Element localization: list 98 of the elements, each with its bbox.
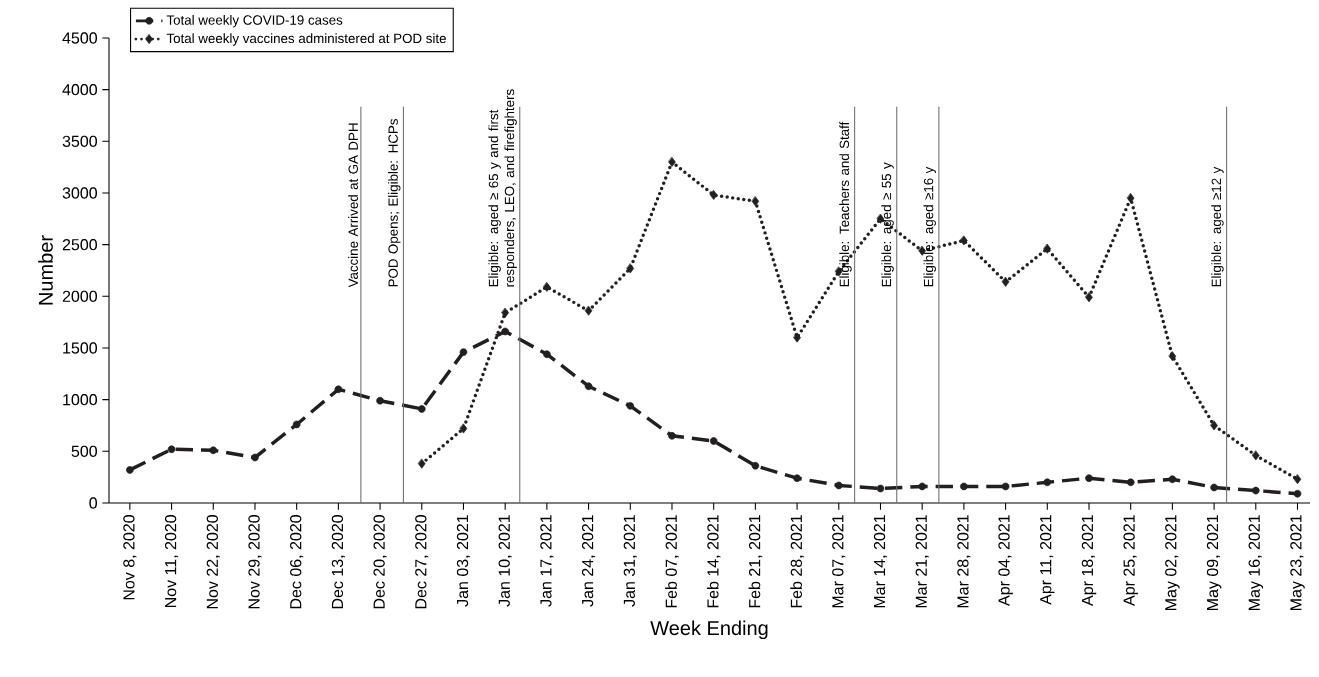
x-tick-label: Dec 20, 2020 xyxy=(373,515,387,609)
point xyxy=(501,307,509,318)
x-tick-label: Feb 14, 2021 xyxy=(706,515,721,608)
x-tick-label: Jan 17, 2021 xyxy=(540,515,554,607)
point xyxy=(1251,486,1260,495)
point xyxy=(1126,193,1135,204)
y-tick-label: 2000 xyxy=(62,290,98,302)
point xyxy=(417,405,426,413)
y-tick-label: 3000 xyxy=(62,187,98,199)
x-tick-label: Mar 21, 2021 xyxy=(915,515,929,608)
x-tick-label: May 02, 2021 xyxy=(1165,515,1180,610)
point xyxy=(1252,450,1260,461)
x-tick-label: Feb 28, 2021 xyxy=(790,515,804,608)
point xyxy=(209,446,218,455)
x-tick-label: Feb 21, 2021 xyxy=(748,515,763,608)
point xyxy=(709,437,718,445)
x-tick-label: May 09, 2021 xyxy=(1206,515,1222,610)
point xyxy=(543,350,551,358)
annotation: POD Opens; Eligible: HCPs xyxy=(388,118,401,287)
point xyxy=(876,484,885,493)
point xyxy=(1293,489,1302,498)
annotation: Eligible: Teachers and Staff xyxy=(839,121,852,287)
y-tick-label: 1000 xyxy=(63,394,98,406)
point xyxy=(418,458,426,469)
x-tick-label: Dec 06, 2020 xyxy=(290,515,304,609)
point xyxy=(334,385,343,394)
point xyxy=(1126,478,1135,487)
point xyxy=(1210,420,1218,431)
point xyxy=(668,432,676,440)
x-tick-label: Dec 27, 2020 xyxy=(415,515,429,609)
x-tick-label: May 16, 2021 xyxy=(1248,515,1264,610)
point xyxy=(1210,483,1218,492)
x-tick-label: Jan 03, 2021 xyxy=(456,515,471,607)
point xyxy=(167,445,176,454)
x-tick-label: May 23, 2021 xyxy=(1290,515,1305,610)
x-axis-title: Week Ending xyxy=(650,620,768,640)
annotation: Eligible: aged ≥ 55 y xyxy=(881,162,894,287)
y-tick-label: 4500 xyxy=(62,32,98,44)
point xyxy=(960,235,968,246)
x-tick-label: Nov 11, 2020 xyxy=(164,515,179,608)
point xyxy=(1085,292,1093,303)
point xyxy=(960,482,968,491)
point xyxy=(251,453,259,462)
x-tick-label: Jan 31, 2021 xyxy=(623,515,637,607)
point xyxy=(543,282,551,292)
y-tick-label: 0 xyxy=(89,497,98,509)
y-tick-label: 4000 xyxy=(62,84,98,96)
y-tick-label: 3500 xyxy=(62,135,98,147)
y-tick-label: 1500 xyxy=(63,342,98,354)
x-tick-label: Dec 13, 2020 xyxy=(331,515,345,609)
x-tick-label: Mar 14, 2021 xyxy=(873,515,888,608)
point xyxy=(459,423,468,434)
point xyxy=(459,348,468,356)
x-tick-label: Apr 25, 2021 xyxy=(1123,515,1138,606)
x-tick-label: Nov 29, 2020 xyxy=(248,515,262,609)
point xyxy=(1168,475,1177,484)
point xyxy=(1085,474,1093,482)
point xyxy=(1043,478,1052,487)
point xyxy=(584,305,593,316)
legend-label: Total weekly vaccines administered at POD site xyxy=(166,33,446,46)
annotation: Eligible: aged ≥ 65 y and first responders, LEO, and firefighters xyxy=(488,89,517,287)
x-tick-label: Apr 04, 2021 xyxy=(998,515,1013,606)
point xyxy=(668,157,676,167)
point xyxy=(918,482,926,491)
y-axis-title: Number xyxy=(38,235,53,305)
point xyxy=(1168,351,1177,362)
x-tick-label: Feb 07, 2021 xyxy=(665,515,679,608)
y-tick-label: 2500 xyxy=(62,239,98,251)
point xyxy=(1001,482,1010,491)
x-tick-label: Apr 11, 2021 xyxy=(1040,515,1055,605)
x-tick-label: Nov 8, 2020 xyxy=(123,515,137,600)
x-tick-label: Apr 18, 2021 xyxy=(1081,515,1097,606)
point xyxy=(584,382,593,391)
point xyxy=(626,263,635,274)
annotation: Eligible: aged ≥12 y xyxy=(1211,166,1224,287)
point xyxy=(751,461,760,470)
x-tick-label: Jan 10, 2021 xyxy=(498,515,512,607)
point xyxy=(292,420,301,429)
y-tick-label: 500 xyxy=(71,445,98,457)
annotation: Vaccine Arrived at GA DPH xyxy=(348,123,358,288)
point xyxy=(834,481,843,490)
point xyxy=(1043,243,1052,254)
x-tick-label: Nov 22, 2020 xyxy=(206,515,220,609)
point xyxy=(1001,276,1010,287)
annotation: Eligible: aged ≥16 y xyxy=(923,166,936,287)
point xyxy=(751,196,760,207)
point xyxy=(793,474,801,482)
point xyxy=(501,327,509,336)
point xyxy=(626,402,635,410)
point xyxy=(376,396,384,405)
x-tick-label: Mar 07, 2021 xyxy=(832,515,846,608)
point xyxy=(793,332,801,343)
x-tick-label: Mar 28, 2021 xyxy=(957,515,971,608)
point xyxy=(126,466,134,474)
x-tick-label: Jan 24, 2021 xyxy=(581,515,596,607)
point xyxy=(709,190,718,200)
legend-label: Total weekly COVID-19 cases xyxy=(166,14,343,28)
point xyxy=(1293,474,1302,485)
